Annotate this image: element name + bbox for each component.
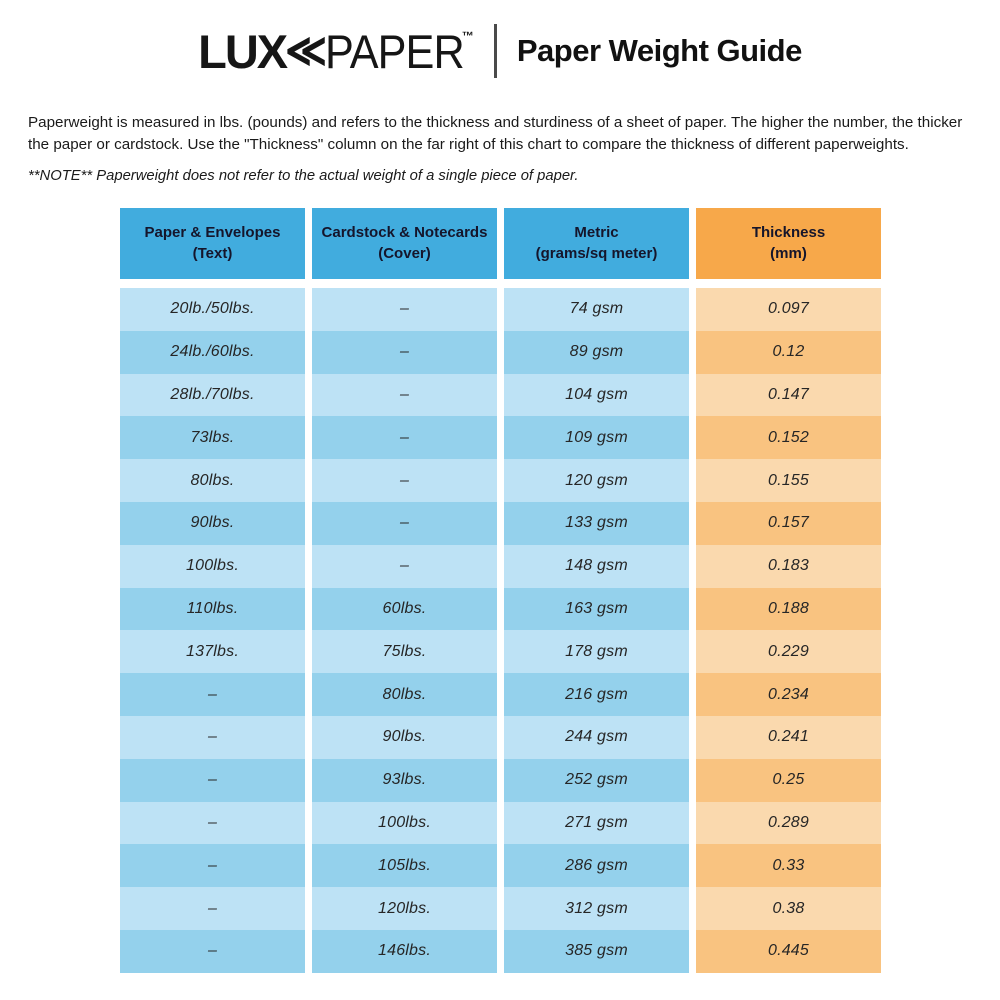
column-header-title: Paper & Envelopes	[144, 224, 281, 242]
table-cell: 178 gsm	[504, 630, 689, 674]
column-header-cardstock-notecards: Cardstock & Notecards (Cover)	[312, 208, 497, 279]
table-cell: 137lbs.	[120, 630, 305, 674]
table-cell: 148 gsm	[504, 544, 689, 588]
table-cell: 104 gsm	[504, 373, 689, 417]
column-header-subtitle: (Text)	[192, 244, 233, 262]
table-cell: –	[312, 416, 497, 460]
table-cell: 252 gsm	[504, 758, 689, 802]
table-cell: 20lb./50lbs.	[120, 288, 305, 331]
table-cell: 0.289	[696, 801, 881, 845]
table-cell: 0.12	[696, 330, 881, 374]
logo-chevrons-icon: ≪	[285, 25, 328, 76]
table-cell: 0.097	[696, 288, 881, 331]
table-cell: 0.147	[696, 373, 881, 417]
table-cell: 74 gsm	[504, 288, 689, 331]
table-cell: 0.445	[696, 929, 881, 973]
table-cell: 100lbs.	[312, 801, 497, 845]
column-header-thickness: Thickness (mm)	[696, 208, 881, 279]
table-cell: 100lbs.	[120, 544, 305, 588]
intro-paragraph: Paperweight is measured in lbs. (pounds)…	[28, 114, 963, 153]
column-header-title: Thickness	[751, 224, 826, 242]
table-header-row: Paper & Envelopes (Text) Cardstock & Not…	[120, 208, 881, 279]
column-header-title: Metric	[574, 224, 619, 242]
lux-paper-logo: LUX ≪ PAPER ™	[198, 28, 474, 75]
table-cell: –	[312, 544, 497, 588]
column-header-subtitle: (mm)	[770, 244, 807, 262]
table-cell: 146lbs.	[312, 929, 497, 973]
table-cell: 24lb./60lbs.	[120, 330, 305, 374]
table-cell: 60lbs.	[312, 587, 497, 631]
table-cell: –	[120, 758, 305, 802]
table-cell: 80lbs.	[312, 673, 497, 716]
table-cell: 120 gsm	[504, 459, 689, 502]
table-cell: –	[120, 801, 305, 845]
trademark-symbol: ™	[461, 28, 474, 43]
table-cell: –	[312, 373, 497, 417]
table-cell: 93lbs.	[312, 758, 497, 802]
table-cell: 312 gsm	[504, 887, 689, 930]
table-cell: 75lbs.	[312, 630, 497, 674]
intro-note: **NOTE** Paperweight does not refer to t…	[28, 167, 579, 184]
masthead: LUX ≪ PAPER ™ Paper Weight Guide	[0, 20, 1000, 82]
table-cell: –	[120, 887, 305, 930]
masthead-divider	[493, 24, 497, 78]
table-cell: 216 gsm	[504, 673, 689, 716]
table-cell: –	[120, 929, 305, 973]
table-cell: 73lbs.	[120, 416, 305, 460]
column-header-metric: Metric (grams/sq meter)	[504, 208, 689, 279]
table-cell: –	[312, 330, 497, 374]
table-cell: –	[312, 501, 497, 545]
table-cell: 163 gsm	[504, 587, 689, 631]
table-cell: 0.152	[696, 416, 881, 460]
table-body: 20lb./50lbs. –74 gsm 0.097 24lb./60lbs. –89 …	[120, 288, 881, 973]
table-cell: 0.229	[696, 630, 881, 674]
column-header-title: Cardstock & Notecards	[321, 224, 488, 242]
table-cell: –	[120, 673, 305, 716]
table-cell: 0.183	[696, 544, 881, 588]
table-cell: –	[312, 459, 497, 502]
table-cell: 271 gsm	[504, 801, 689, 845]
table-cell: –	[120, 715, 305, 759]
table-cell: 0.241	[696, 715, 881, 759]
table-cell: 0.155	[696, 459, 881, 502]
table-cell: 0.25	[696, 758, 881, 802]
column-header-subtitle: (Cover)	[378, 244, 431, 262]
table-cell: 244 gsm	[504, 715, 689, 759]
table-cell: 109 gsm	[504, 416, 689, 460]
table-cell: 90lbs.	[312, 715, 497, 759]
table-cell: –	[312, 288, 497, 331]
table-cell: 0.234	[696, 673, 881, 716]
table-cell: 105lbs.	[312, 844, 497, 888]
table-cell: 120lbs.	[312, 887, 497, 930]
table-cell: 80lbs.	[120, 459, 305, 502]
page-title: Paper Weight Guide	[516, 33, 802, 68]
logo-paper-text: PAPER	[325, 24, 465, 78]
table-cell: 28lb./70lbs.	[120, 373, 305, 417]
table-cell: 133 gsm	[504, 501, 689, 545]
column-header-subtitle: (grams/sq meter)	[535, 244, 658, 262]
paper-weight-table: Paper & Envelopes (Text) Cardstock & Not…	[120, 208, 881, 973]
table-cell: 0.188	[696, 587, 881, 631]
table-cell: 89 gsm	[504, 330, 689, 374]
table-cell: –	[120, 844, 305, 888]
table-cell: 0.38	[696, 887, 881, 930]
table-cell: 385 gsm	[504, 929, 689, 973]
logo-lux-text: LUX	[198, 24, 288, 78]
table-cell: 286 gsm	[504, 844, 689, 888]
table-cell: 110lbs.	[120, 587, 305, 631]
table-cell: 90lbs.	[120, 501, 305, 545]
column-header-paper-envelopes: Paper & Envelopes (Text)	[120, 208, 305, 279]
table-cell: 0.33	[696, 844, 881, 888]
table-cell: 0.157	[696, 501, 881, 545]
